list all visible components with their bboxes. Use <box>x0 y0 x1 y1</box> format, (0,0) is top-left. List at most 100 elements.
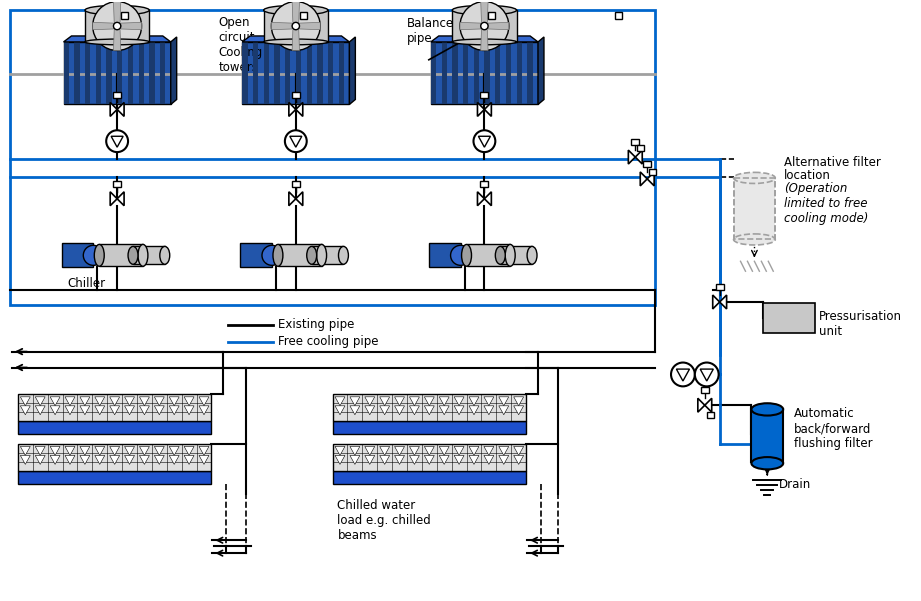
Bar <box>128 42 134 105</box>
Ellipse shape <box>263 39 328 45</box>
Bar <box>429 243 460 267</box>
Bar <box>528 42 532 105</box>
Polygon shape <box>111 192 117 206</box>
Ellipse shape <box>317 245 327 266</box>
Polygon shape <box>499 397 508 406</box>
Polygon shape <box>488 22 508 29</box>
Polygon shape <box>365 456 375 465</box>
Polygon shape <box>635 150 642 164</box>
Polygon shape <box>350 406 360 415</box>
Polygon shape <box>713 295 719 309</box>
Polygon shape <box>139 397 149 406</box>
Polygon shape <box>365 447 375 456</box>
Polygon shape <box>242 36 349 42</box>
Text: (Operation
limited to free
cooling mode): (Operation limited to free cooling mode) <box>784 182 869 225</box>
Polygon shape <box>155 456 164 465</box>
Polygon shape <box>139 406 149 415</box>
Bar <box>121 12 128 19</box>
Polygon shape <box>499 456 508 465</box>
Polygon shape <box>121 22 142 29</box>
Polygon shape <box>292 2 299 22</box>
Polygon shape <box>290 136 302 147</box>
Polygon shape <box>379 456 390 465</box>
Polygon shape <box>514 406 524 415</box>
Bar <box>733 178 775 239</box>
Polygon shape <box>628 150 635 164</box>
Polygon shape <box>469 406 479 415</box>
Bar <box>263 42 269 105</box>
Bar <box>62 243 93 267</box>
Ellipse shape <box>452 39 517 45</box>
Polygon shape <box>110 447 120 456</box>
Polygon shape <box>425 397 435 406</box>
Polygon shape <box>410 406 419 415</box>
Polygon shape <box>299 22 321 29</box>
Circle shape <box>285 130 307 152</box>
Polygon shape <box>410 456 419 465</box>
Polygon shape <box>20 456 30 465</box>
Bar <box>764 303 815 333</box>
Bar <box>286 42 290 105</box>
Bar <box>117 42 122 105</box>
Ellipse shape <box>307 246 317 264</box>
Ellipse shape <box>263 5 328 15</box>
Polygon shape <box>425 456 435 465</box>
Polygon shape <box>394 447 404 456</box>
Polygon shape <box>35 456 45 465</box>
Circle shape <box>450 245 471 265</box>
Polygon shape <box>484 406 494 415</box>
Polygon shape <box>335 447 345 456</box>
Text: Balance
pipe: Balance pipe <box>407 17 454 45</box>
Polygon shape <box>124 397 134 406</box>
Polygon shape <box>484 397 494 406</box>
Polygon shape <box>484 192 492 206</box>
Bar <box>716 284 724 290</box>
Polygon shape <box>350 447 360 456</box>
Polygon shape <box>460 22 481 29</box>
Polygon shape <box>292 29 299 50</box>
Text: Pressurisation
unit: Pressurisation unit <box>819 310 902 338</box>
Polygon shape <box>647 172 654 186</box>
Text: Open
circuit
Cooling
towers: Open circuit Cooling towers <box>218 16 262 74</box>
Bar <box>328 42 333 105</box>
Polygon shape <box>514 447 524 456</box>
Text: location: location <box>784 169 831 182</box>
Polygon shape <box>431 36 538 42</box>
Text: Chilled water
load e.g. chilled
beams: Chilled water load e.g. chilled beams <box>337 499 431 542</box>
Polygon shape <box>394 406 404 415</box>
Ellipse shape <box>527 246 537 264</box>
Polygon shape <box>184 456 194 465</box>
Polygon shape <box>379 406 390 415</box>
Bar <box>296 42 301 105</box>
Bar <box>506 42 511 105</box>
Circle shape <box>460 2 508 50</box>
Polygon shape <box>50 456 60 465</box>
Polygon shape <box>199 447 209 456</box>
Polygon shape <box>80 456 90 465</box>
Bar <box>467 245 510 266</box>
Bar <box>332 421 526 434</box>
Polygon shape <box>365 397 375 406</box>
Circle shape <box>671 362 694 386</box>
Polygon shape <box>469 447 479 456</box>
Polygon shape <box>499 406 508 415</box>
Bar <box>113 181 121 187</box>
Polygon shape <box>64 36 170 42</box>
Bar <box>138 42 144 105</box>
Circle shape <box>473 130 495 152</box>
Polygon shape <box>350 456 360 465</box>
Bar <box>701 388 709 393</box>
Polygon shape <box>514 397 524 406</box>
Polygon shape <box>139 456 149 465</box>
Polygon shape <box>65 456 75 465</box>
Bar <box>752 409 783 462</box>
Bar <box>307 42 312 105</box>
Polygon shape <box>439 447 449 456</box>
Polygon shape <box>454 456 464 465</box>
Bar <box>292 91 299 97</box>
Polygon shape <box>113 29 121 50</box>
Polygon shape <box>379 447 390 456</box>
Ellipse shape <box>733 172 775 183</box>
Polygon shape <box>199 397 209 406</box>
Ellipse shape <box>461 245 472 266</box>
